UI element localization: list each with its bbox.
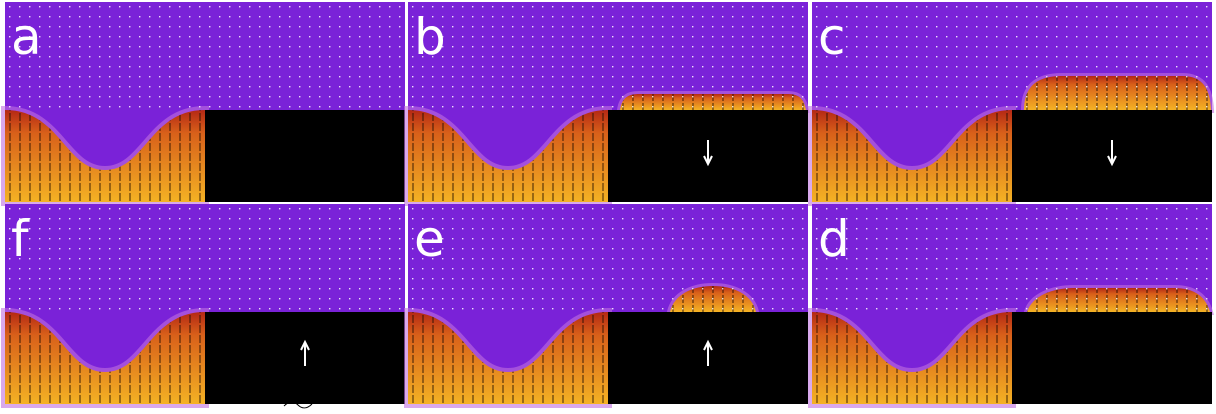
panel-label: e: [414, 210, 445, 268]
panel-label: f: [11, 210, 30, 268]
dot-field: [408, 2, 808, 110]
panel: c: [812, 2, 1212, 202]
figure: a b c f e d: [0, 0, 1216, 414]
dot-field: [408, 204, 808, 312]
panel: e: [408, 204, 808, 404]
dot-field: [812, 2, 1212, 110]
dot-field: [5, 204, 405, 312]
panel: f: [5, 204, 405, 404]
panel-label: c: [818, 8, 846, 66]
panel-label: d: [818, 210, 850, 268]
panel: b: [408, 2, 808, 202]
solid-block: [205, 110, 405, 202]
panel-label: b: [414, 8, 446, 66]
dot-field: [812, 204, 1212, 312]
dot-field: [5, 2, 405, 110]
panel: d: [812, 204, 1212, 404]
solid-block: [1012, 312, 1212, 404]
panel: a: [5, 2, 405, 202]
page: abcfed (() => { const data = JSON.parse(…: [0, 0, 1216, 414]
panel-label: a: [11, 8, 42, 66]
